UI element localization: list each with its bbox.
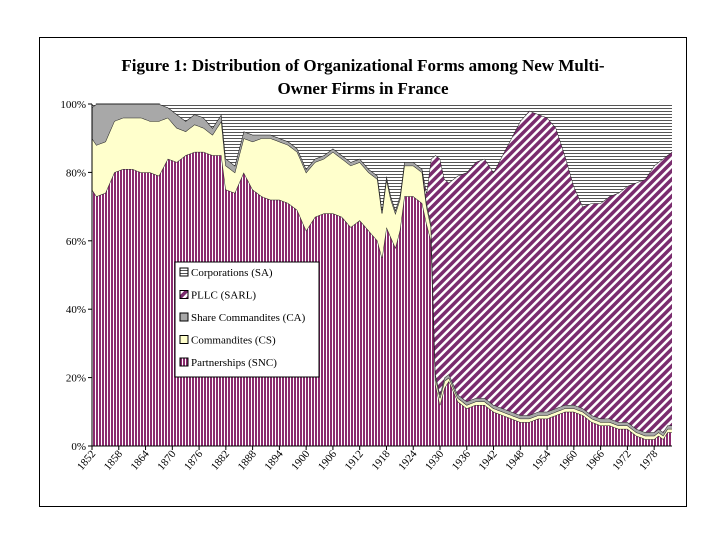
legend-swatch-sa (179, 267, 189, 277)
x-tick-label: 1978 (637, 448, 661, 473)
x-tick-label: 1948 (503, 448, 527, 473)
legend-box (174, 261, 320, 378)
y-tick-label: 0% (71, 441, 86, 453)
y-tick-label: 20% (66, 373, 86, 385)
y-tick-label: 100% (60, 99, 86, 111)
area-cs (92, 117, 672, 440)
x-tick-label: 1870 (155, 448, 179, 473)
x-tick-label: 1882 (209, 448, 232, 473)
chart-title-line2: Owner Firms in France (277, 79, 449, 98)
x-tick-label: 1960 (557, 448, 581, 473)
x-tick-label: 1942 (477, 448, 500, 473)
legend-swatch-sarl (179, 290, 189, 299)
legend-swatch-cs (179, 335, 189, 344)
x-tick-label: 1912 (343, 448, 366, 473)
x-tick-label: 1972 (610, 448, 633, 473)
x-tick-label: 1900 (289, 448, 313, 473)
x-tick-label: 1924 (396, 448, 420, 473)
legend-swatch-snc (179, 357, 189, 367)
x-tick-label: 1864 (129, 448, 153, 473)
legend-swatch-ca (179, 312, 189, 322)
x-tick-label: 1966 (584, 448, 608, 473)
legend-label-sa: Corporations (SA) (191, 267, 273, 279)
x-tick-label: 1876 (182, 448, 206, 473)
y-tick-label: 60% (66, 236, 86, 248)
y-tick-label: 80% (66, 167, 86, 179)
area-sarl (92, 104, 672, 433)
x-tick-label: 1954 (530, 448, 554, 473)
x-tick-label: 1918 (369, 448, 393, 473)
x-tick-label: 1888 (236, 448, 260, 473)
x-tick-label: 1906 (316, 448, 340, 473)
chart-title: Figure 1: Distribution of Organizational… (121, 56, 605, 75)
area-sa (92, 104, 672, 210)
legend-label-sarl: PLLC (SARL) (191, 290, 256, 302)
x-tick-label: 1936 (450, 448, 474, 473)
x-tick-label: 1930 (423, 448, 447, 473)
y-tick-label: 40% (66, 304, 86, 316)
legend-label-snc: Partnerships (SNC) (191, 357, 277, 369)
x-tick-label: 1858 (102, 448, 126, 473)
legend-label-ca: Share Commandites (CA) (191, 312, 306, 324)
legend-label-cs: Commandites (CS) (191, 335, 276, 347)
x-tick-label: 1894 (262, 448, 286, 473)
legend: Corporations (SA) PLLC (SARL) Share Comman… (174, 261, 320, 378)
